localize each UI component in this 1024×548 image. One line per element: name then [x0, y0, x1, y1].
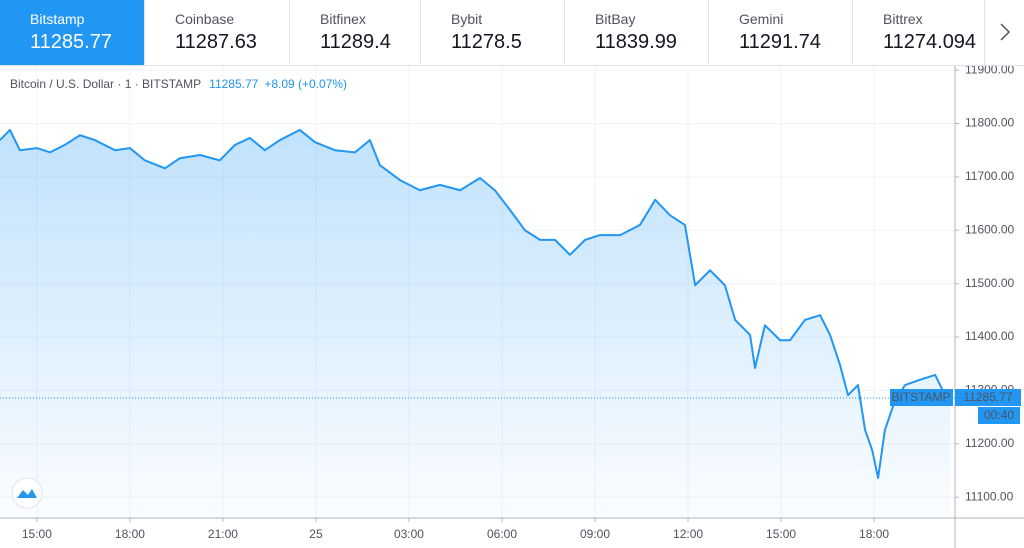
x-tick-label: 18:00: [115, 527, 145, 541]
price-change: +8.09 (+0.07%): [264, 77, 347, 91]
exchange-name: BitBay: [595, 11, 636, 27]
y-tick-label: 11100.00: [965, 489, 1014, 503]
exchange-price: 11285.77: [30, 31, 112, 53]
x-tick-label: 21:00: [208, 527, 238, 541]
exchange-name: Bybit: [451, 11, 483, 27]
x-tick-label: 03:00: [394, 527, 424, 541]
exchange-price: 11289.4: [320, 31, 391, 53]
y-tick-label: 11700.00: [965, 169, 1014, 183]
last-price-label: 11285.77: [963, 390, 1012, 404]
logo: [11, 477, 43, 509]
countdown: 00:40: [984, 408, 1014, 422]
exchange-price: 11278.5: [451, 31, 522, 53]
exchange-price: 11291.74: [739, 31, 821, 53]
exchange-name: Bitfinex: [320, 11, 366, 27]
exchange-tabs: Bitstamp 11285.77 Coinbase 11287.63 Bitfinex…: [0, 0, 1024, 66]
y-tick-label: 11500.00: [965, 276, 1014, 290]
exchange-tab[interactable]: Bitstamp 11285.77: [0, 0, 145, 65]
next-arrow[interactable]: [985, 0, 1024, 65]
exchange-name: Bittrex: [883, 11, 923, 27]
exchange-tab[interactable]: Gemini 11291.74: [709, 0, 853, 65]
exchange-tab[interactable]: BitBay 11839.99: [565, 0, 709, 65]
price-line: [0, 128, 951, 479]
y-tick-label: 11600.00: [965, 222, 1014, 236]
y-tick-label: 11200.00: [965, 436, 1014, 450]
x-tick-label: 15:00: [766, 527, 796, 541]
x-tick-label: 12:00: [673, 527, 703, 541]
exchange-tab[interactable]: Bybit 11278.5: [421, 0, 565, 65]
exchange-tab[interactable]: Coinbase 11287.63: [145, 0, 290, 65]
x-tick-label: 09:00: [580, 527, 610, 541]
logo-icon: [17, 489, 37, 498]
y-tick-label: 11900.00: [965, 66, 1014, 76]
exchange-price: 11274.094: [883, 31, 977, 53]
exchange-price: 11839.99: [595, 31, 677, 53]
area-fill: [0, 129, 951, 519]
price-line-label: BITSTAMP: [891, 390, 950, 404]
x-tick-label: 06:00: [487, 527, 517, 541]
chart: 11100.0011200.0011300.0011400.0011500.00…: [0, 66, 1024, 548]
label-box: [890, 389, 953, 407]
exchange-name: Coinbase: [175, 11, 235, 27]
x-tick-label: 18:00: [859, 527, 889, 541]
label-box: [978, 407, 1020, 425]
exchange-tab[interactable]: Bittrex 11274.094: [853, 0, 985, 65]
x-tick-label: 25: [309, 527, 323, 541]
label-box: [955, 389, 1021, 407]
exchange-name: Bitstamp: [30, 11, 85, 27]
symbol: Bitcoin / U.S. Dollar · 1 · BITSTAMP: [10, 77, 201, 91]
exchange-price: 11287.63: [175, 31, 257, 53]
chart-title: Bitcoin / U.S. Dollar · 1 · BITSTAMP 1128…: [10, 77, 347, 91]
exchange-name: Gemini: [739, 11, 784, 27]
x-tick-label: 15:00: [22, 527, 52, 541]
y-tick-label: 11400.00: [965, 329, 1014, 343]
last-price: 11285.77: [209, 77, 258, 91]
y-tick-label: 11800.00: [965, 116, 1014, 130]
exchange-tab[interactable]: Bitfinex 11289.4: [290, 0, 421, 65]
